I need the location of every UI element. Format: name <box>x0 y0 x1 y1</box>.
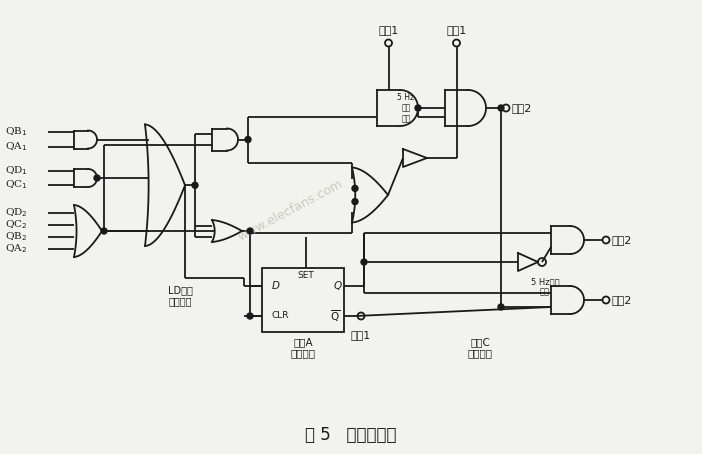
Text: 十位A
控制输出: 十位A 控制输出 <box>291 337 315 359</box>
Text: www.elecfans.com: www.elecfans.com <box>235 177 345 243</box>
Text: LD置数
控制输出: LD置数 控制输出 <box>168 285 192 306</box>
Text: 红灯2: 红灯2 <box>512 103 532 113</box>
Circle shape <box>352 198 358 205</box>
Text: QD$_2$: QD$_2$ <box>5 207 28 219</box>
Text: QC$_1$: QC$_1$ <box>5 178 27 192</box>
Text: QC$_2$: QC$_2$ <box>5 218 27 232</box>
Text: D: D <box>272 281 280 291</box>
Text: QB$_2$: QB$_2$ <box>5 231 27 243</box>
Text: QA$_2$: QA$_2$ <box>5 242 27 256</box>
Text: 5 Hz时钟
输入: 5 Hz时钟 输入 <box>531 277 559 296</box>
Circle shape <box>192 182 198 188</box>
Text: $\overline{\mathrm{Q}}$: $\overline{\mathrm{Q}}$ <box>330 308 340 324</box>
Circle shape <box>245 137 251 143</box>
Circle shape <box>247 313 253 319</box>
Text: SET: SET <box>298 271 314 281</box>
Text: 黄灯2: 黄灯2 <box>612 235 633 245</box>
Circle shape <box>361 259 367 265</box>
Text: 十位C
控制输出: 十位C 控制输出 <box>468 337 493 359</box>
Circle shape <box>247 228 253 234</box>
Circle shape <box>415 105 421 111</box>
Text: 5 Hz
时钟
输入: 5 Hz 时钟 输入 <box>397 93 415 123</box>
Circle shape <box>498 304 504 310</box>
Text: 绻灯1: 绻灯1 <box>446 25 467 35</box>
Bar <box>262 268 344 332</box>
Text: QB$_1$: QB$_1$ <box>5 126 27 138</box>
Text: 红灯1: 红灯1 <box>351 330 371 340</box>
Circle shape <box>101 228 107 234</box>
Circle shape <box>94 175 100 181</box>
Circle shape <box>352 185 358 192</box>
Text: QD$_1$: QD$_1$ <box>5 165 28 178</box>
Text: 黄灯1: 黄灯1 <box>378 25 399 35</box>
Text: 图 5   主控制电路: 图 5 主控制电路 <box>305 426 397 444</box>
Text: Q: Q <box>334 281 342 291</box>
Text: CLR: CLR <box>272 311 289 321</box>
Text: 绻灯2: 绻灯2 <box>612 295 633 305</box>
Text: QA$_1$: QA$_1$ <box>5 141 27 153</box>
Circle shape <box>498 105 504 111</box>
